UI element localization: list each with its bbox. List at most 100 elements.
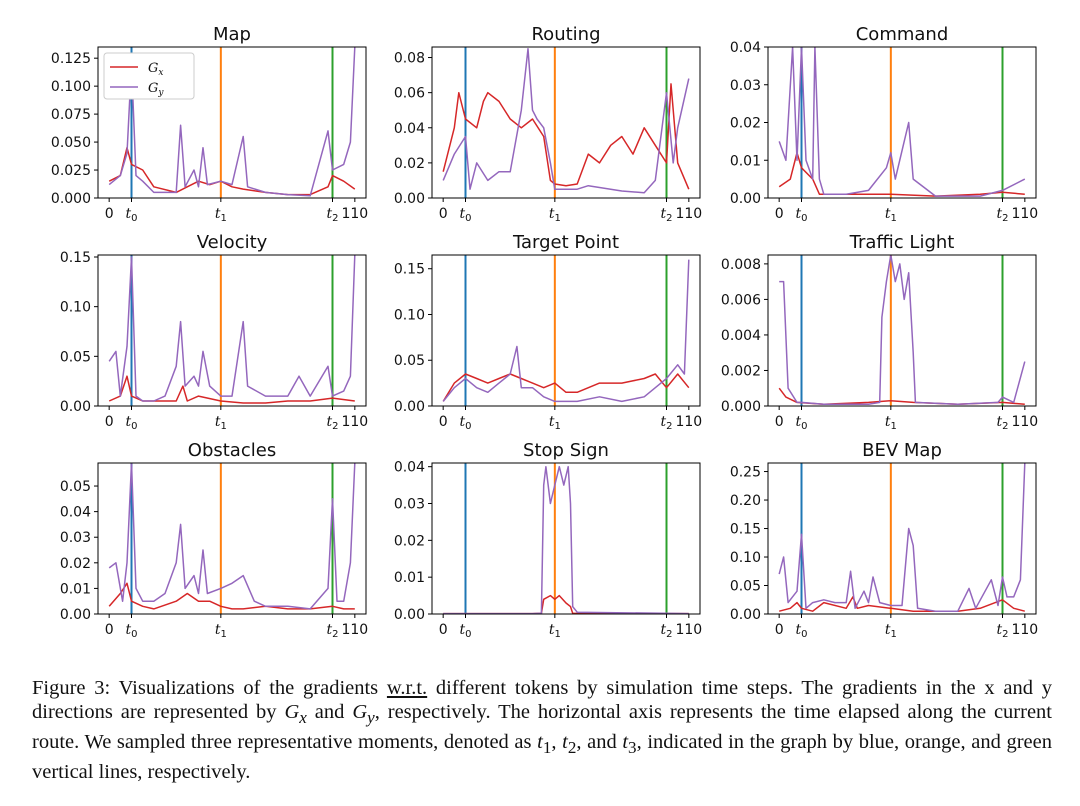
- xtick-label-velocity: 0: [105, 414, 114, 430]
- xtick-label-bev-map: t1: [885, 622, 897, 640]
- caption-t2-sub: 2: [567, 738, 577, 758]
- xtick-label-command: t2: [996, 206, 1008, 224]
- caption-gy: G: [352, 701, 368, 723]
- ytick-label-map: 0.075: [51, 107, 91, 123]
- series-gy-velocity: [108, 255, 356, 402]
- ytick-label-target-point: 0.05: [394, 353, 425, 369]
- caption-t1-sub: 1: [542, 738, 552, 758]
- plot-area-bev-map: [778, 463, 1026, 612]
- panel-bev-map: BEV Map 0.00 0.05 0.10 0.15 0.20 0.25 0 t0 t1 t2 11…: [730, 440, 1038, 640]
- xtick-label-map: t1: [215, 206, 227, 224]
- xtick-label-bev-map: t0: [795, 622, 807, 640]
- series-gx-routing: [442, 83, 690, 190]
- panel-stop-sign: Stop Sign 0.00 0.01 0.02 0.03 0.04 0 t0 t1 t2 110: [394, 440, 702, 640]
- ytick-label-bev-map: 0.00: [730, 607, 761, 623]
- ytick-label-velocity: 0.00: [60, 399, 91, 415]
- caption-text-1: Figure 3: Visualizations of the gradient…: [32, 677, 387, 699]
- series-gx-command: [778, 151, 1025, 197]
- ytick-label-map: 0.125: [51, 51, 91, 67]
- xtick-label-routing: t2: [660, 206, 672, 224]
- panel-map: Map 0.000 0.025 0.050 0.075 0.100 0.125 0 t0 t1 t2…: [51, 24, 368, 224]
- ytick-label-bev-map: 0.20: [730, 493, 761, 509]
- axes-frame-target-point: [431, 254, 701, 407]
- xtick-label-traffic-light: t2: [996, 414, 1008, 432]
- caption-gx: G: [284, 701, 300, 723]
- series-gx-map: [108, 146, 356, 196]
- ytick-label-map: 0.100: [51, 79, 91, 95]
- xtick-label-bev-map: 0: [775, 622, 784, 638]
- caption-and-2: and: [581, 731, 623, 754]
- ytick-label-velocity: 0.10: [60, 300, 91, 316]
- plot-area-stop-sign: [443, 465, 689, 614]
- axes-frame-map: [97, 46, 367, 199]
- caption-comma-2: ,: [576, 731, 582, 754]
- panel-routing: Routing 0.00 0.02 0.04 0.06 0.08 0 t0 t1 t2 110: [394, 24, 702, 224]
- plot-area-obstacles: [108, 463, 356, 610]
- xtick-label-command: t1: [885, 206, 897, 224]
- caption-wrt: w.r.t.: [386, 677, 428, 699]
- xtick-label-velocity: t0: [125, 414, 137, 432]
- panel-title-command: Command: [856, 24, 949, 45]
- ytick-label-traffic-light: 0.002: [721, 363, 761, 379]
- xtick-label-routing: t0: [459, 206, 471, 224]
- xtick-label-obstacles: t2: [326, 622, 338, 640]
- ytick-label-target-point: 0.00: [394, 399, 425, 415]
- plot-area-target-point: [442, 259, 690, 403]
- ytick-label-command: 0.01: [730, 153, 761, 169]
- ytick-label-routing: 0.00: [394, 191, 425, 207]
- series-gx-bev-map: [779, 596, 1025, 612]
- xtick-label-target-point: t1: [549, 414, 561, 432]
- xtick-label-bev-map: t2: [996, 622, 1008, 640]
- legend: Gx Gy: [103, 52, 195, 100]
- axes-frame-obstacles: [97, 462, 367, 615]
- caption-comma-1: ,: [551, 731, 563, 754]
- xtick-label-stop-sign: t1: [549, 622, 561, 640]
- axes-frame-bev-map: [767, 462, 1037, 615]
- caption-t3-sub: 3: [628, 738, 637, 758]
- xtick-label-bev-map: 110: [1011, 622, 1038, 638]
- xtick-label-obstacles: t1: [215, 622, 227, 640]
- xtick-label-routing: 110: [675, 206, 702, 222]
- ytick-label-bev-map: 0.25: [730, 465, 761, 481]
- plot-area-routing: [442, 48, 690, 194]
- series-gx-stop-sign: [443, 594, 689, 614]
- xtick-label-traffic-light: t1: [885, 414, 897, 432]
- ytick-label-stop-sign: 0.01: [394, 570, 425, 586]
- panel-title-target-point: Target Point: [512, 232, 619, 253]
- panel-obstacles: Obstacles 0.00 0.01 0.02 0.03 0.04 0.05 0 t0 t1 t2…: [60, 440, 368, 640]
- ytick-label-traffic-light: 0.004: [721, 328, 761, 344]
- series-gx-traffic-light: [778, 387, 1025, 405]
- legend-label-gx: Gx: [148, 61, 163, 78]
- ytick-label-velocity: 0.05: [60, 349, 91, 365]
- series-gy-command: [778, 47, 1026, 197]
- xtick-label-map: t0: [125, 206, 137, 224]
- ytick-label-traffic-light: 0.006: [721, 292, 761, 308]
- ytick-label-obstacles: 0.02: [60, 556, 91, 572]
- ytick-label-command: 0.02: [730, 116, 761, 132]
- series-gy-bev-map: [778, 463, 1026, 612]
- xtick-label-velocity: t1: [215, 414, 227, 432]
- caption-t2: t: [562, 731, 568, 754]
- legend-label-gy: Gy: [148, 81, 164, 98]
- xtick-label-stop-sign: 0: [439, 622, 448, 638]
- xtick-label-routing: t1: [549, 206, 561, 224]
- ytick-label-map: 0.025: [51, 163, 91, 179]
- ytick-label-routing: 0.08: [394, 51, 425, 67]
- ytick-label-command: 0.00: [730, 191, 761, 207]
- series-gx-obstacles: [108, 582, 355, 610]
- xtick-label-command: 0: [775, 206, 784, 222]
- panel-target-point: Target Point 0.00 0.05 0.10 0.15 0 t0 t1 t2 110: [394, 232, 702, 432]
- axes-frame-routing: [431, 46, 701, 199]
- xtick-label-target-point: 110: [675, 414, 702, 430]
- xtick-label-traffic-light: 110: [1011, 414, 1038, 430]
- ytick-label-stop-sign: 0.03: [394, 497, 425, 513]
- series-gy-routing: [442, 48, 690, 194]
- caption-gx-sub: x: [299, 708, 307, 728]
- axes-frame-stop-sign: [431, 462, 701, 615]
- xtick-label-target-point: 0: [439, 414, 448, 430]
- ytick-label-stop-sign: 0.04: [394, 460, 425, 476]
- panel-velocity: Velocity 0.00 0.05 0.10 0.15 0 t0 t1 t2 110: [60, 232, 368, 432]
- xtick-label-routing: 0: [439, 206, 448, 222]
- xtick-label-traffic-light: t0: [795, 414, 807, 432]
